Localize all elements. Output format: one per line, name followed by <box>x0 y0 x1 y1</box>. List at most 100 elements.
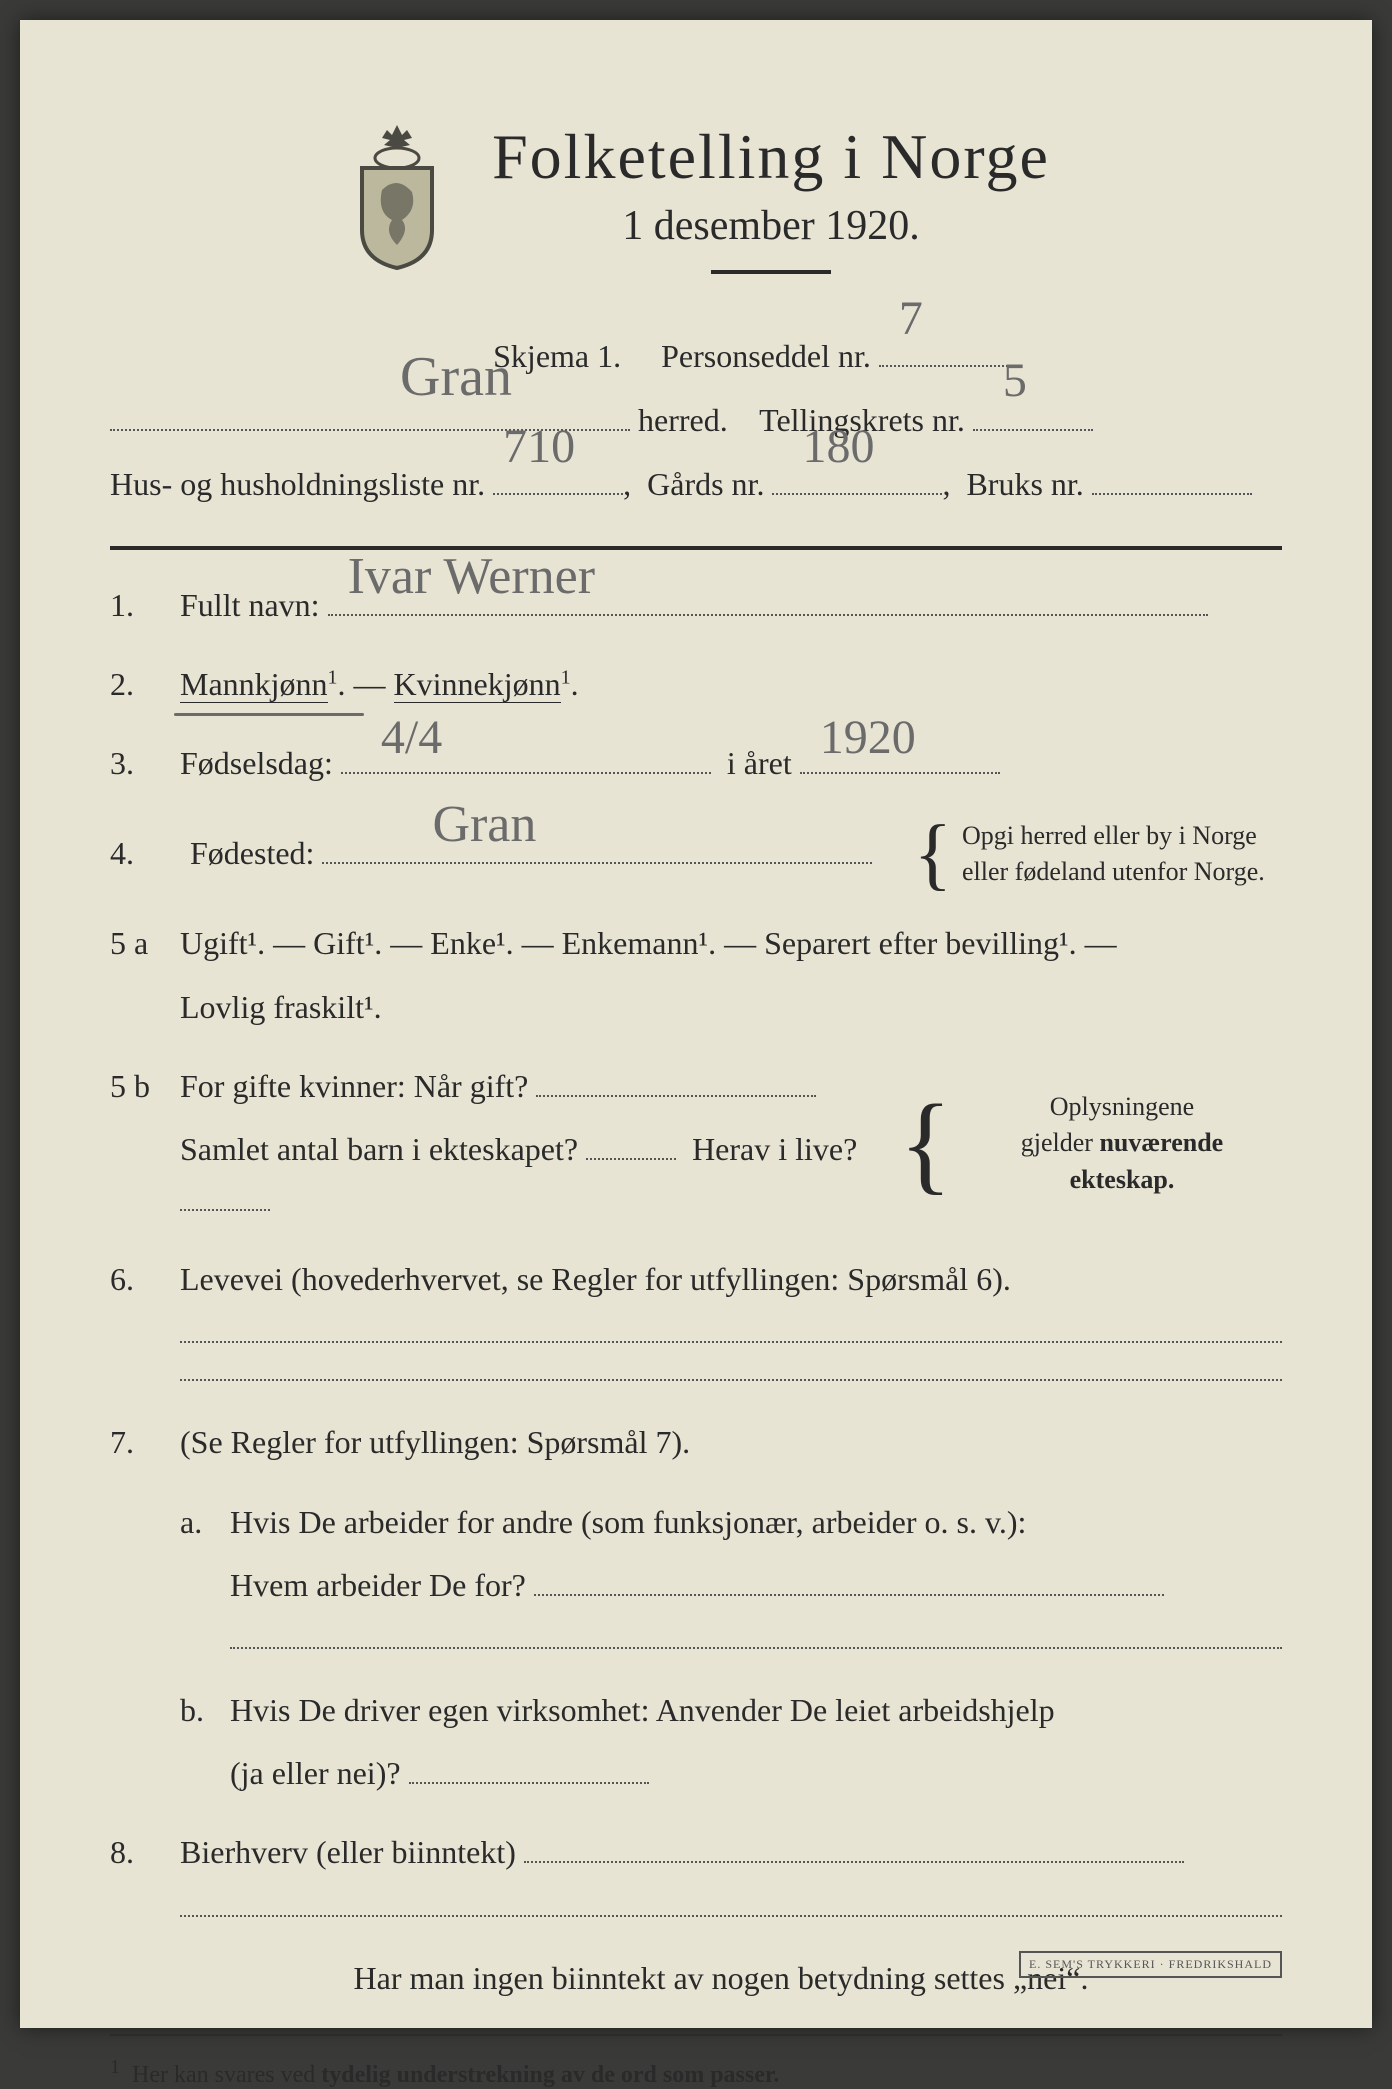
page-subtitle: 1 desember 1920. <box>492 202 1050 250</box>
q2-content: Mannkjønn1. — Kvinnekjønn1. <box>180 659 1282 710</box>
divider-1 <box>110 546 1282 550</box>
q5b-side-l2: gjelder nuværende <box>962 1125 1282 1161</box>
divider-2 <box>110 2034 1282 2036</box>
q2-kvinne: Kvinnekjønn <box>394 666 561 703</box>
skjema-label: Skjema 1. <box>493 338 621 374</box>
gards-field: 180 <box>772 493 942 495</box>
q4-label: Fødested: <box>190 835 314 871</box>
q5a-text: Ugift¹. — Gift¹. — Enke¹. — Enkemann¹. —… <box>180 925 1117 961</box>
q5a-content: Ugift¹. — Gift¹. — Enke¹. — Enkemann¹. —… <box>180 918 1282 969</box>
q1-value: Ivar Werner <box>348 535 595 618</box>
q5b-side-l3: ekteskap. <box>962 1162 1282 1198</box>
q2-mann: Mannkjønn <box>180 666 328 703</box>
footnote-num: 1 <box>110 2056 120 2078</box>
q1-num: 1. <box>110 580 180 631</box>
q4-brace-icon: { <box>914 826 952 882</box>
meta-line-3: Hus- og husholdningsliste nr. 710 , Gård… <box>110 452 1282 516</box>
q4-num: 4. <box>110 828 180 879</box>
q1-row: 1. Fullt navn: Ivar Werner <box>110 580 1282 631</box>
q7a-blank-line <box>230 1647 1282 1649</box>
form-body: 1. Fullt navn: Ivar Werner 2. Mannkjønn1… <box>110 580 1282 2089</box>
q8-label: Bierhverv (eller biinntekt) <box>180 1834 516 1870</box>
header: Folketelling i Norge 1 desember 1920. <box>110 120 1282 274</box>
q3-year-label: i året <box>727 745 792 781</box>
q6-blank-line-1 <box>180 1341 1282 1343</box>
q5b-block: 5 b For gifte kvinner: Når gift? Samlet … <box>110 1061 1282 1227</box>
q2-num: 2. <box>110 659 180 710</box>
q5b-line1a: For gifte kvinner: Når gift? <box>180 1068 528 1104</box>
personseddel-label: Personseddel nr. <box>661 338 871 374</box>
title-block: Folketelling i Norge 1 desember 1920. <box>492 120 1050 274</box>
q2-mann-hand-underline <box>174 713 364 716</box>
q3-day-value: 4/4 <box>381 700 442 777</box>
q5b-barn-field <box>586 1158 676 1160</box>
bruks-label: Bruks nr. <box>966 466 1083 502</box>
q2-dash: — <box>354 666 394 702</box>
q7b-l1: Hvis De driver egen virksomhet: Anvender… <box>230 1685 1282 1736</box>
q7b-letter: b. <box>180 1685 230 1736</box>
q7-row: 7. (Se Regler for utfyllingen: Spørsmål … <box>110 1417 1282 1468</box>
q5b-gift-field <box>536 1095 816 1097</box>
q7a-l1: Hvis De arbeider for andre (som funksjon… <box>230 1497 1282 1548</box>
q4-value: Gran <box>432 783 536 866</box>
hushold-field: 710 <box>493 493 623 495</box>
q7a-field <box>534 1594 1164 1596</box>
q4-content: Fødested: Gran <box>190 828 904 879</box>
q7a-l2-wrap: Hvem arbeider De for? <box>230 1560 1282 1611</box>
q8-content: Bierhverv (eller biinntekt) <box>180 1827 1282 1878</box>
hushold-value: 710 <box>503 399 575 495</box>
q7b-row2: (ja eller nei)? <box>110 1748 1282 1799</box>
page-title: Folketelling i Norge <box>492 120 1050 194</box>
q7a-row2: Hvem arbeider De for? <box>110 1560 1282 1611</box>
q6-row: 6. Levevei (hovederhvervet, se Regler fo… <box>110 1254 1282 1305</box>
meta-block: Skjema 1. Personseddel nr. 7 Gran herred… <box>110 324 1282 516</box>
q7b-l2-wrap: (ja eller nei)? <box>230 1748 1282 1799</box>
q5b-line1: For gifte kvinner: Når gift? <box>180 1061 889 1112</box>
tellingskrets-value: 5 <box>1003 333 1027 429</box>
bruks-field <box>1092 493 1252 495</box>
q8-num: 8. <box>110 1827 180 1878</box>
q8-row: 8. Bierhverv (eller biinntekt) <box>110 1827 1282 1878</box>
q7-num: 7. <box>110 1417 180 1468</box>
q7-intro: (Se Regler for utfyllingen: Spørsmål 7). <box>180 1417 1282 1468</box>
q5a-row: 5 a Ugift¹. — Gift¹. — Enke¹. — Enkemann… <box>110 918 1282 969</box>
q5b-row2: Samlet antal barn i ekteskapet? Herav i … <box>110 1124 889 1226</box>
q5b-num: 5 b <box>110 1061 180 1112</box>
q6-num: 6. <box>110 1254 180 1305</box>
q3-content: Fødselsdag: 4/4 i året 1920 <box>180 738 1282 789</box>
hushold-label: Hus- og husholdningsliste nr. <box>110 466 485 502</box>
crest-svg <box>342 120 452 270</box>
q5b-line2b: Herav i live? <box>692 1131 857 1167</box>
personseddel-value: 7 <box>899 271 923 367</box>
q8-blank-line <box>180 1915 1282 1917</box>
q5b-sidenote: Oplysningene gjelder nuværende ekteskap. <box>962 1089 1282 1198</box>
q6-text: Levevei (hovederhvervet, se Regler for u… <box>180 1254 1282 1305</box>
meta-line-2: Gran herred. Tellingskrets nr. 5 <box>110 388 1282 452</box>
q3-row: 3. Fødselsdag: 4/4 i året 1920 <box>110 738 1282 789</box>
q4-sidenote: Opgi herred eller by i Norge eller fødel… <box>962 818 1282 891</box>
q2-row: 2. Mannkjønn1. — Kvinnekjønn1. <box>110 659 1282 710</box>
q7a-l2: Hvem arbeider De for? <box>230 1567 526 1603</box>
q5b-live-field <box>180 1209 270 1211</box>
q2-sup2: 1 <box>561 667 571 689</box>
q4-row: 4. Fødested: Gran { Opgi herred eller by… <box>110 818 1282 891</box>
q6-blank-line-2 <box>180 1379 1282 1381</box>
q2-sup1: 1 <box>328 667 338 689</box>
q5b-main: 5 b For gifte kvinner: Når gift? Samlet … <box>110 1061 889 1227</box>
q5b-line2: Samlet antal barn i ekteskapet? Herav i … <box>180 1124 889 1226</box>
q5a-line2: Lovlig fraskilt¹. <box>180 982 1282 1033</box>
gards-value: 180 <box>802 399 874 495</box>
q3-year-value: 1920 <box>820 700 916 777</box>
q1-label: Fullt navn: <box>180 587 320 623</box>
personseddel-field: 7 <box>879 365 1019 367</box>
q5b-side-l1: Oplysningene <box>962 1089 1282 1125</box>
q7b-field <box>409 1782 649 1784</box>
q3-num: 3. <box>110 738 180 789</box>
coat-of-arms-icon <box>342 120 452 270</box>
q1-content: Fullt navn: Ivar Werner <box>180 580 1282 631</box>
q5b-row1: 5 b For gifte kvinner: Når gift? <box>110 1061 889 1112</box>
q8-field <box>524 1861 1184 1863</box>
footnote-text-b: tydelig understrekning av de ord som pas… <box>321 2062 779 2088</box>
census-form-page: Folketelling i Norge 1 desember 1920. Sk… <box>20 20 1372 2028</box>
footnote: 1 Her kan svares ved tydelig understrekn… <box>110 2056 1282 2089</box>
